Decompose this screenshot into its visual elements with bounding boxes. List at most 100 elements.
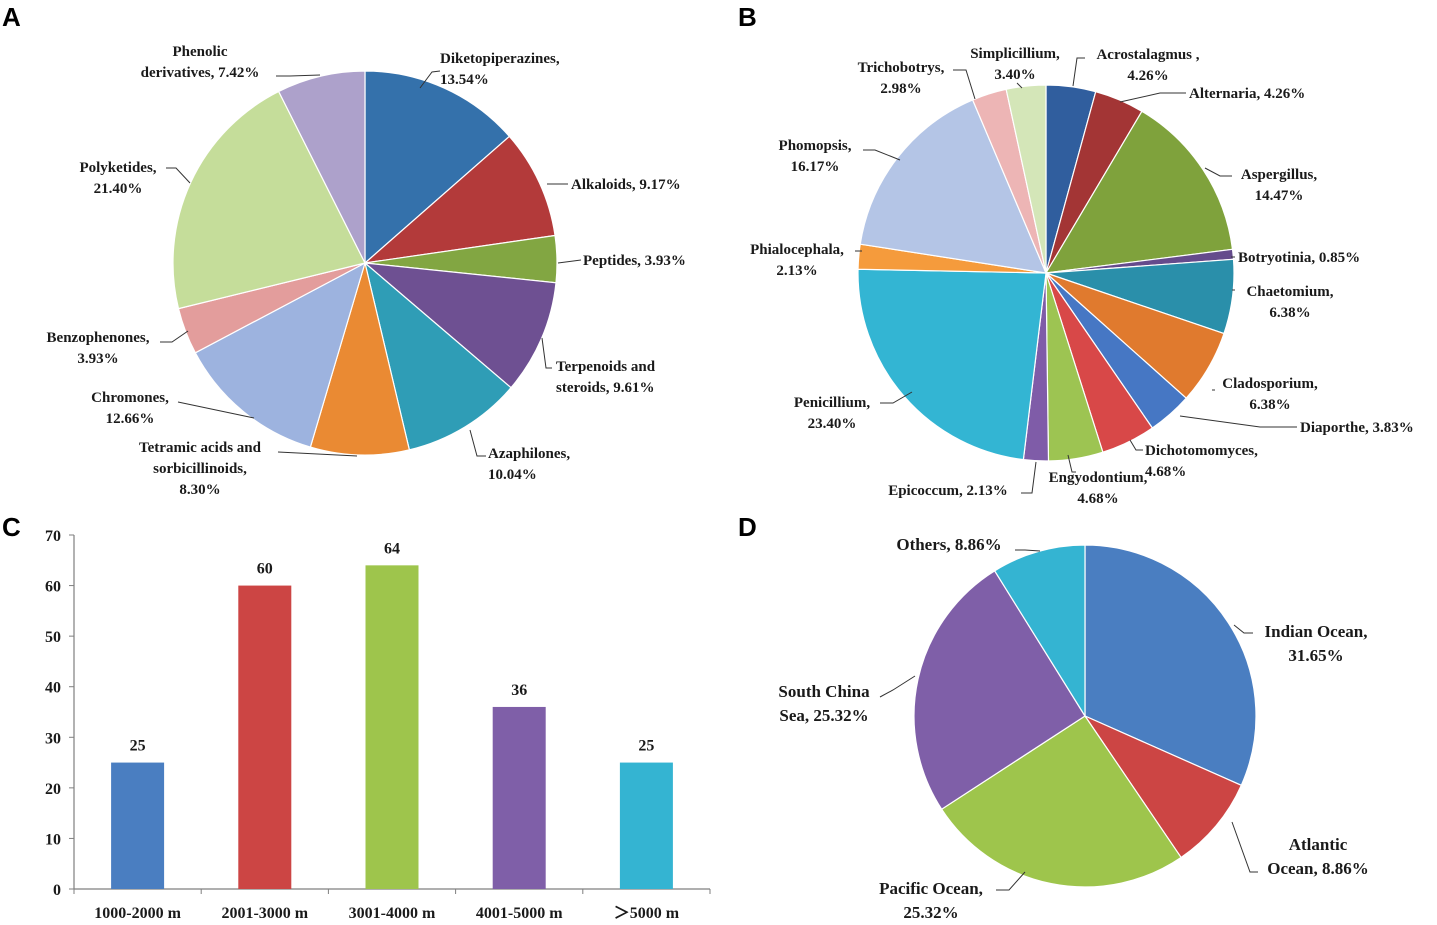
pie-slice-aspergillus: [1044, 110, 1234, 274]
leader-line-diketopiperazines: [419, 70, 441, 89]
slice-label-atlantic-ocean: Atlantic Ocean, 8.86%: [1267, 835, 1369, 878]
slice-label-dichotomomyces: Dichotomomyces, 4.68%: [1145, 443, 1258, 480]
pie-slice-tetramic-acids-and-sorbicillinoids: [309, 260, 411, 456]
leader-line-trichobotrys: [953, 69, 976, 100]
leader-line-chromones: [177, 401, 255, 419]
leader-line-acrostalagmus: [1072, 57, 1085, 87]
leader-line-alternaria: [1119, 92, 1186, 103]
slice-label-chromones: Chromones, 12.66%: [91, 390, 169, 427]
leader-line-pacific-ocean: [996, 871, 1026, 891]
slice-label-simplicillium: Simplicillium, 3.40%: [970, 46, 1060, 83]
pie-slice-chromones: [194, 261, 366, 448]
slice-label-trichobotrys: Trichobotrys, 2.98%: [858, 60, 945, 97]
slice-label-aspergillus: Aspergillus, 14.47%: [1241, 167, 1318, 204]
pie-slice-south-china-sea: [913, 569, 1086, 811]
leader-line-engyodontium: [1067, 454, 1076, 473]
slice-label-chaetomium: Chaetomium, 6.38%: [1246, 284, 1333, 321]
pie-slice-simplicillium: [1005, 84, 1047, 274]
x-tick-label: 4001-5000 m: [476, 905, 563, 922]
leader-line-atlantic-ocean: [1231, 821, 1258, 873]
slice-label-diketopiperazines: Diketopiperazines, 13.54%: [440, 51, 560, 88]
pie-slice-indian-ocean: [1084, 544, 1257, 787]
bar-value-label: 60: [257, 561, 273, 578]
slice-label-terpenoids-and-steroids: Terpenoids and steroids, 9.61%: [556, 359, 656, 396]
slice-label-diaporthe: Diaporthe, 3.83%: [1300, 420, 1414, 436]
pie-slice-terpenoids-and-steroids: [363, 262, 557, 389]
leader-line-others: [1015, 549, 1041, 552]
leader-line-epicoccum: [1021, 461, 1037, 494]
pie-slice-others: [993, 544, 1086, 719]
leader-line-phenolic-derivatives: [276, 74, 321, 77]
slice-label-polyketides: Polyketides, 21.40%: [79, 160, 156, 197]
panel-label-b: B: [738, 2, 757, 32]
pie-chart-b: Acrostalagmus , 4.26% Alternaria, 4.26% Asp…: [750, 46, 1414, 507]
bar-3001-4000-m: [365, 565, 419, 889]
leader-line-aspergillus: [1204, 167, 1232, 177]
slice-label-benzophenones: Benzophenones, 3.93%: [47, 330, 150, 367]
x-tick-label: 2001-3000 m: [221, 905, 308, 922]
panel-label-d: D: [738, 512, 757, 542]
y-tick-label: 50: [45, 629, 61, 646]
y-tick-label: 40: [45, 680, 61, 697]
pie-slice-alkaloids: [363, 135, 556, 264]
leader-line-benzophenones: [160, 330, 189, 343]
y-tick-label: 30: [45, 730, 61, 747]
slice-label-peptides: Peptides, 3.93%: [583, 253, 686, 269]
slice-label-penicillium: Penicillium, 23.40%: [794, 395, 870, 432]
leader-line-terpenoids-and-steroids: [541, 337, 552, 369]
pie-chart-d: Indian Ocean, 31.65% Atlantic Ocean, 8.86% P…: [778, 535, 1368, 922]
slice-label-phomopsis: Phomopsis, 16.17%: [779, 138, 852, 175]
slice-label-botryotinia: Botryotinia, 0.85%: [1238, 250, 1360, 266]
bar-4001-5000-m: [492, 706, 546, 889]
y-tick-label: 0: [53, 882, 61, 899]
slice-label-others: Others, 8.86%: [896, 535, 1001, 554]
leader-line-phomopsis: [863, 149, 901, 161]
slice-label-indian-ocean: Indian Ocean, 31.65%: [1265, 622, 1368, 665]
leader-line-diaporthe: [1179, 415, 1297, 428]
pie-slice-phomopsis: [859, 99, 1047, 274]
pie-slice-phenolic-derivatives: [277, 70, 366, 264]
leader-line-tetramic-acids-and-sorbicillinoids: [277, 451, 358, 457]
bar-5000-m: [619, 762, 673, 889]
pie-chart-a: Diketopiperazines, 13.54% Alkaloids, 9.17%…: [47, 44, 686, 498]
pie-slice-diketopiperazines: [364, 70, 511, 265]
x-tick-label: 3001-4000 m: [349, 905, 436, 922]
bar-chart-c: 0 10 20 30 40 50 60 70 25 1000-2000 m 60 2001-3000 …: [45, 528, 711, 922]
y-tick-label: 20: [45, 781, 61, 798]
x-tick-label: ＞5000 m: [614, 905, 680, 922]
bar-1000-2000-m: [111, 762, 165, 889]
slice-label-phenolic-derivatives: Phenolic derivatives, 7.42%: [141, 44, 260, 81]
y-tick-label: 10: [45, 831, 61, 848]
leader-line-azaphilones: [469, 429, 486, 457]
bar-value-label: 25: [638, 738, 654, 755]
leader-line-dichotomomyces: [1129, 439, 1143, 451]
slice-label-phialocephala: Phialocephala, 2.13%: [750, 242, 844, 279]
panel-label-c: C: [2, 512, 21, 542]
leader-line-indian-ocean: [1233, 624, 1253, 634]
slice-label-alternaria: Alternaria, 4.26%: [1189, 86, 1305, 102]
bar-value-label: 64: [384, 540, 400, 557]
pie-slice-atlantic-ocean: [1083, 714, 1243, 859]
slice-label-acrostalagmus: Acrostalagmus , 4.26%: [1096, 47, 1199, 84]
x-tick-label: 1000-2000 m: [94, 905, 181, 922]
slice-label-epicoccum: Epicoccum, 2.13%: [888, 483, 1008, 499]
leader-line-peptides: [557, 259, 582, 264]
bar-value-label: 25: [130, 738, 146, 755]
leader-line-penicillium: [880, 391, 913, 404]
slice-label-azaphilones: Azaphilones, 10.04%: [488, 446, 570, 483]
leader-line-south-china-sea: [879, 675, 916, 698]
y-tick-label: 60: [45, 579, 61, 596]
slice-label-cladosporium: Cladosporium, 6.38%: [1222, 376, 1318, 413]
slice-label-tetramic-acids-and-sorbicillinoids: Tetramic acids and sorbicillinoids, 8.30%: [139, 440, 262, 498]
pie-slice-pacific-ocean: [940, 715, 1182, 888]
pie-slice-penicillium: [857, 268, 1047, 461]
bar-value-label: 36: [511, 682, 527, 699]
leader-line-polyketides: [166, 167, 191, 184]
slice-label-engyodontium: Engyodontium, 4.68%: [1049, 470, 1148, 507]
slice-label-pacific-ocean: Pacific Ocean, 25.32%: [879, 879, 983, 922]
y-tick-label: 70: [45, 528, 61, 545]
leader-line-simplicillium: [1016, 82, 1023, 89]
pie-slice-polyketides: [172, 90, 366, 310]
slice-label-south-china-sea: South China Sea, 25.32%: [778, 682, 870, 725]
